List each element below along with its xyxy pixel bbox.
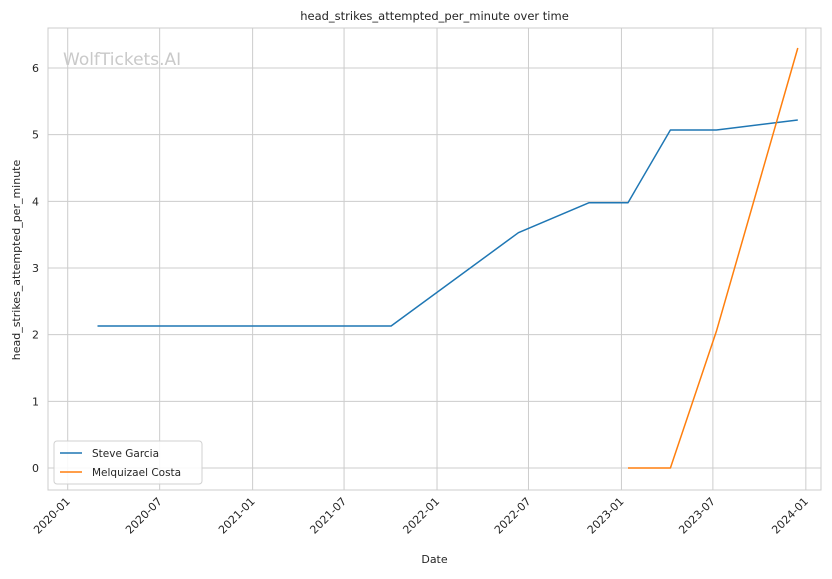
- x-tick-label: 2022-07: [492, 495, 534, 537]
- plot-frame: [47, 27, 822, 491]
- y-tick-label: 1: [32, 395, 39, 408]
- x-tick-label: 2022-01: [400, 495, 442, 537]
- x-tick-label: 2023-07: [676, 495, 718, 537]
- chart-title: head_strikes_attempted_per_minute over t…: [300, 9, 569, 23]
- legend: Steve Garcia Melquizael Costa: [53, 440, 203, 485]
- y-tick-label: 6: [32, 62, 39, 75]
- y-tick-label: 2: [32, 329, 39, 342]
- y-tick-label: 5: [32, 129, 39, 142]
- x-tick-label: 2024-01: [769, 495, 811, 537]
- y-tick-label: 0: [32, 462, 39, 475]
- series-line-0: [97, 119, 798, 327]
- legend-label: Steve Garcia: [92, 448, 159, 460]
- x-tick-label: 2020-01: [31, 495, 73, 537]
- y-tick-label: 4: [32, 195, 39, 208]
- x-axis-label: Date: [421, 553, 448, 566]
- legend-box: [53, 440, 203, 485]
- x-tick-labels: 2020-01 2020-07 2021-01 2021-07 2022-01 2022-…: [31, 495, 811, 537]
- y-axis-label: head_strikes_attempted_per_minute: [10, 160, 23, 361]
- x-tick-label: 2021-07: [307, 495, 349, 537]
- x-tick-label: 2021-01: [216, 495, 258, 537]
- x-tick-label: 2020-07: [123, 495, 165, 537]
- watermark: WolfTickets.AI: [63, 50, 181, 70]
- x-tick-label: 2023-01: [585, 495, 627, 537]
- grid: [48, 28, 821, 490]
- series-line-1: [628, 47, 799, 469]
- y-tick-label: 3: [32, 262, 39, 275]
- y-tick-labels: 0 1 2 3 4 5 6: [32, 62, 39, 475]
- series-lines: [97, 47, 799, 469]
- legend-label: Melquizael Costa: [92, 467, 181, 479]
